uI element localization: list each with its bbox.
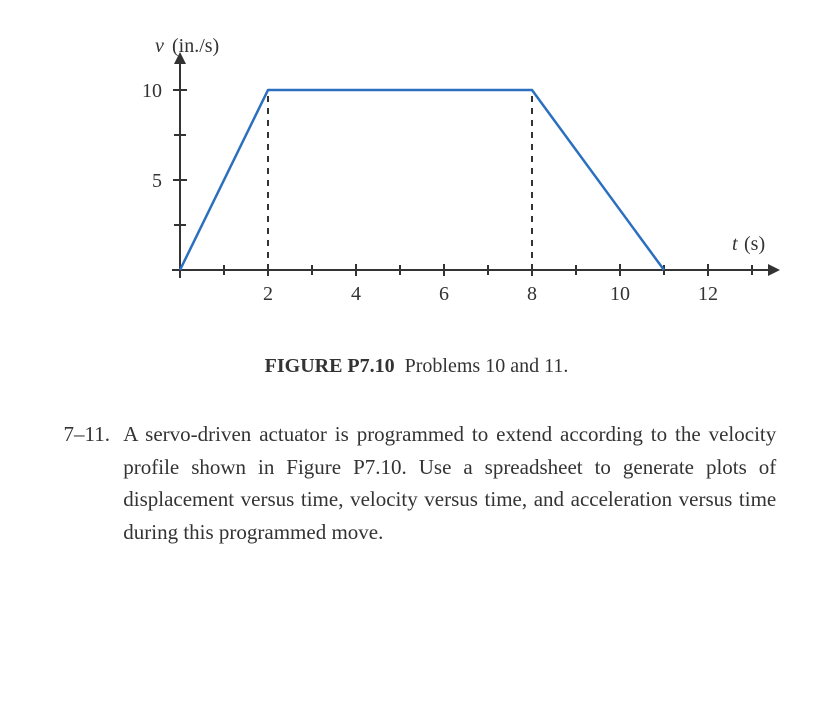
svg-text:4: 4 [351, 283, 361, 305]
svg-text:(in./s): (in./s) [172, 35, 219, 57]
velocity-chart: v (in./s) t (s) 2 4 6 8 10 12 5 10 [100, 30, 793, 335]
svg-text:12: 12 [698, 283, 718, 305]
svg-text:5: 5 [152, 170, 162, 192]
svg-text:v: v [155, 35, 164, 57]
figure-caption: FIGURE P7.10 Problems 10 and 11. [40, 355, 793, 378]
problem-number: 7–11. [50, 418, 110, 451]
figure-label: FIGURE P7.10 [265, 355, 395, 377]
svg-text:(s): (s) [744, 233, 765, 255]
svg-text:t: t [732, 233, 738, 255]
chart-svg: v (in./s) t (s) 2 4 6 8 10 12 5 10 [100, 30, 800, 330]
problem-text: 7–11. A servo-driven actuator is program… [50, 418, 783, 548]
svg-text:2: 2 [263, 283, 273, 305]
svg-text:6: 6 [439, 283, 449, 305]
figure-caption-body: Problems 10 and 11. [405, 355, 569, 377]
svg-text:10: 10 [610, 283, 630, 305]
problem-body: A servo-driven actuator is programmed to… [123, 418, 776, 548]
svg-text:8: 8 [527, 283, 537, 305]
svg-text:10: 10 [142, 80, 162, 102]
